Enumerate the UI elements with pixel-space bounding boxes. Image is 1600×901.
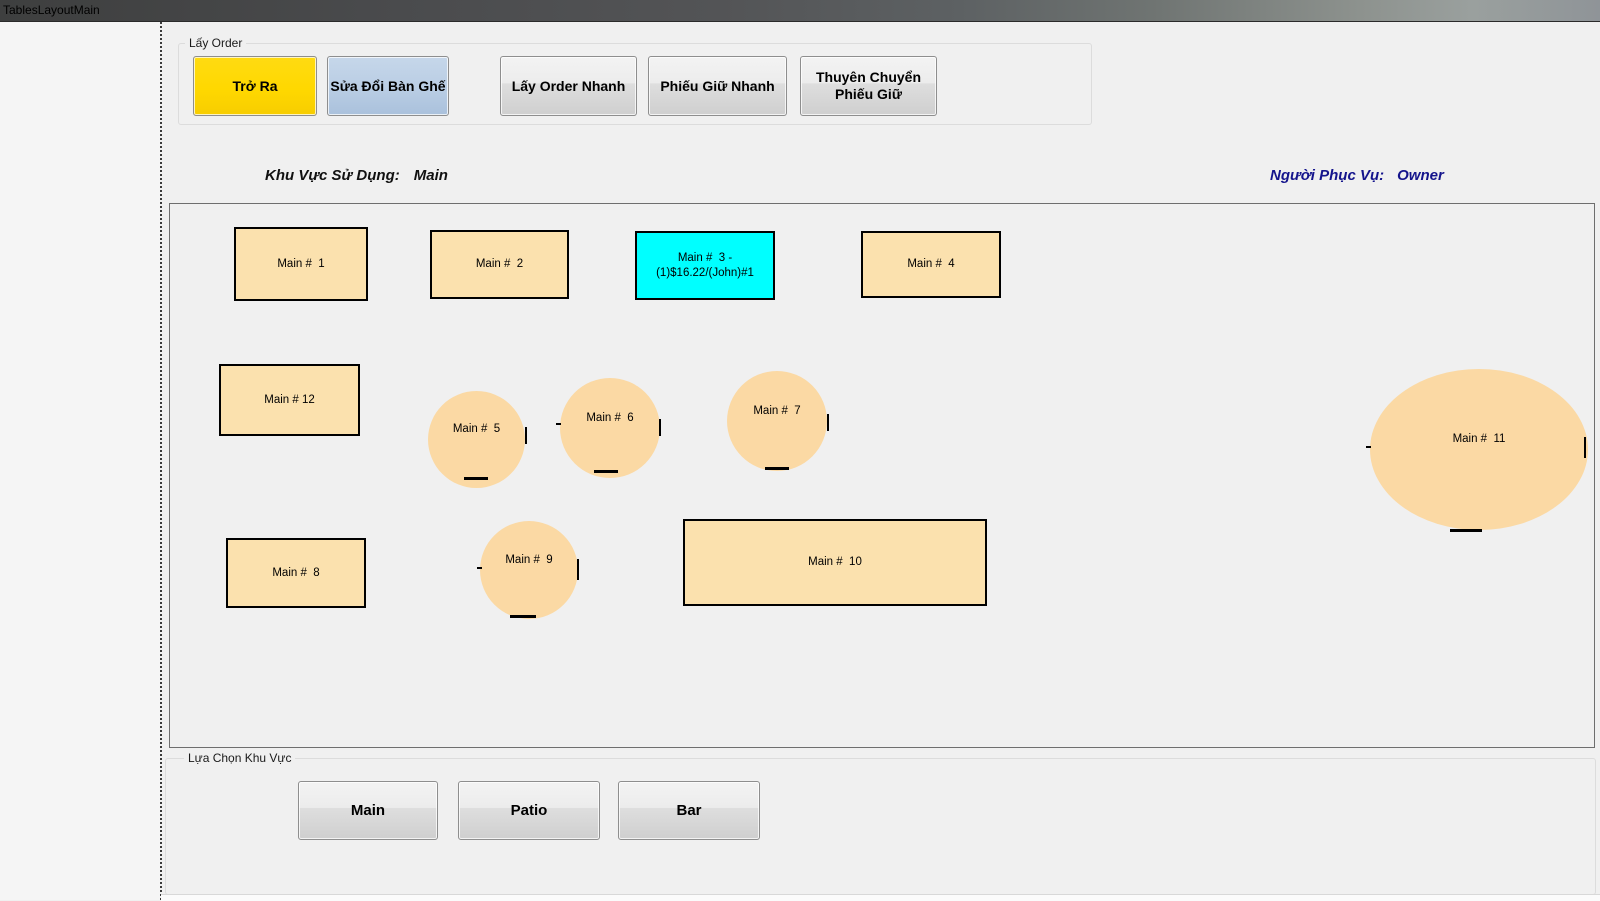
order-groupbox-label: Lấy Order [185, 36, 247, 50]
table-main-8[interactable]: Main # 8 [226, 538, 366, 608]
order-groupbox [178, 43, 1092, 125]
area-main-button[interactable]: Main [298, 781, 438, 840]
area-in-use-value: Main [413, 167, 448, 184]
table-label: Main # 7 [753, 404, 801, 417]
panel-splitter[interactable] [160, 22, 162, 900]
thuyen-chuyen-phieu-giu-button[interactable]: Thuyên Chuyển Phiếu Giữ [800, 56, 937, 116]
table-main-6[interactable]: Main # 6 [560, 378, 660, 478]
server-value: Owner [1397, 167, 1444, 184]
table-main-11[interactable]: Main # 11 [1370, 369, 1588, 530]
table-main-4[interactable]: Main # 4 [861, 231, 1001, 298]
table-label: Main # 6 [586, 411, 634, 424]
table-main-3[interactable]: Main # 3 - (1)$16.22/(John)#1 [635, 231, 775, 300]
table-label: Main # 5 [452, 423, 501, 436]
table-label: Main # 12 [264, 393, 315, 406]
tro-ra-button[interactable]: Trở Ra [193, 56, 317, 116]
table-main-9[interactable]: Main # 9 [480, 521, 578, 619]
area-select-groupbox-label: Lựa Chọn Khu Vực [184, 751, 296, 765]
table-main-10[interactable]: Main # 10 [683, 519, 987, 606]
table-label: Main # 2 [475, 258, 524, 271]
table-label: Main # 1 [277, 257, 325, 270]
server-label: Người Phục Vụ: [1270, 167, 1385, 184]
table-label: Main # 4 [907, 258, 955, 271]
bottom-strip [161, 894, 1600, 901]
area-bar-button[interactable]: Bar [618, 781, 760, 840]
left-panel [0, 22, 160, 900]
table-label: Main # 9 [505, 553, 553, 566]
lay-order-nhanh-button[interactable]: Lấy Order Nhanh [500, 56, 637, 116]
table-main-5[interactable]: Main # 5 [428, 391, 525, 488]
table-main-7[interactable]: Main # 7 [727, 371, 827, 471]
table-main-12[interactable]: Main # 12 [219, 364, 360, 436]
area-in-use-header: Khu Vực Sử Dụng: Main [265, 167, 448, 184]
table-label: Main # 3 - (1)$16.22/(John)#1 [656, 251, 754, 279]
area-in-use-label: Khu Vực Sử Dụng: [265, 167, 400, 184]
table-main-1[interactable]: Main # 1 [234, 227, 368, 301]
server-header: Người Phục Vụ: Owner [1270, 167, 1444, 184]
title-bar: TablesLayoutMain [0, 0, 1600, 22]
table-label: Main # 10 [808, 556, 862, 569]
sua-doi-ban-ghe-button[interactable]: Sửa Đổi Bàn Ghế [327, 56, 449, 116]
table-label: Main # 11 [1452, 433, 1506, 446]
table-label: Main # 8 [272, 566, 320, 579]
window-title: TablesLayoutMain [3, 3, 100, 17]
phieu-giu-nhanh-button[interactable]: Phiếu Giữ Nhanh [648, 56, 787, 116]
area-patio-button[interactable]: Patio [458, 781, 600, 840]
table-main-2[interactable]: Main # 2 [430, 230, 569, 299]
